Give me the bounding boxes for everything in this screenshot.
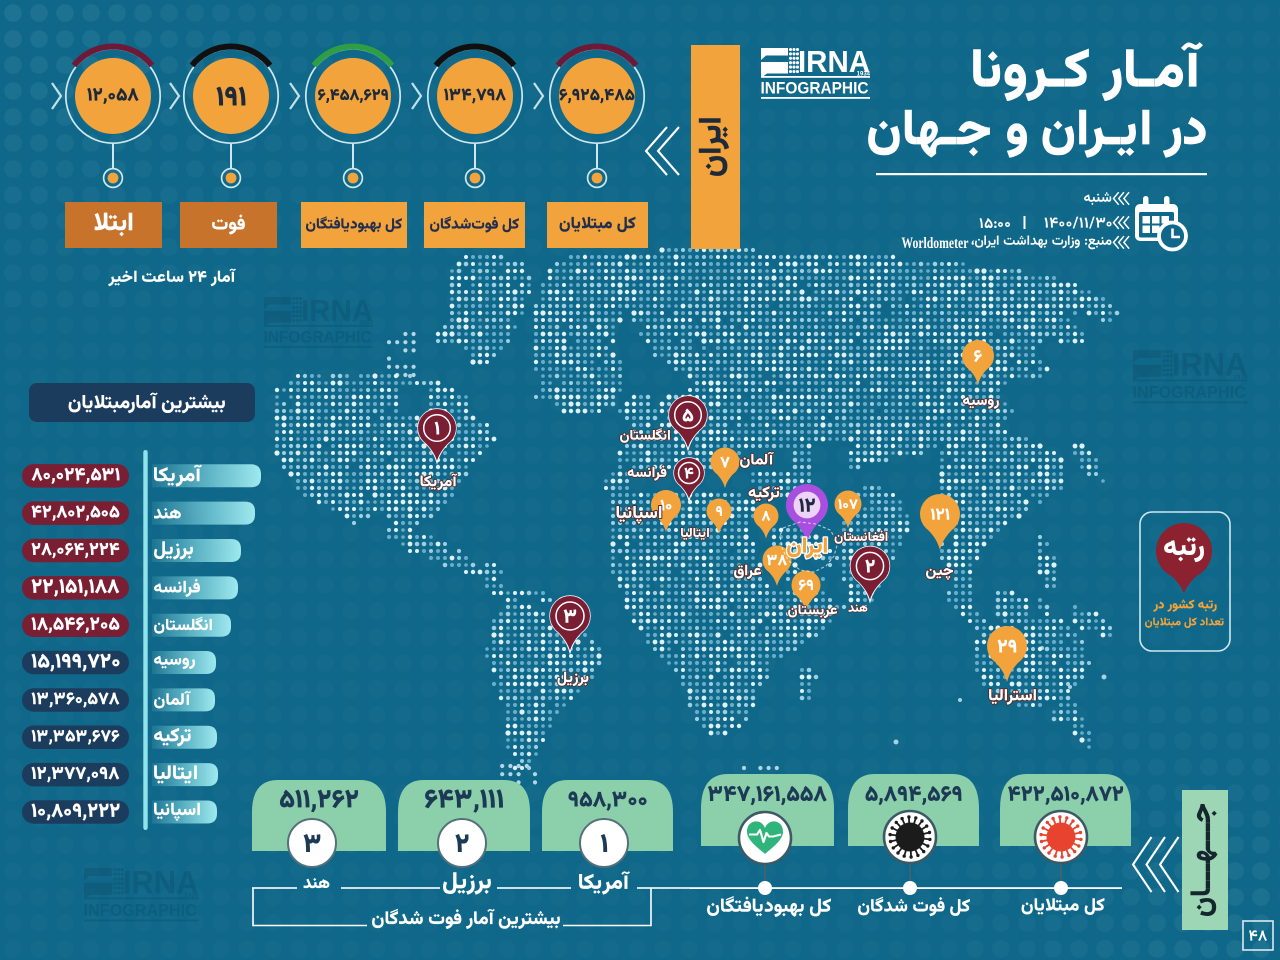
svg-text:Worldometer: Worldometer xyxy=(901,235,968,252)
